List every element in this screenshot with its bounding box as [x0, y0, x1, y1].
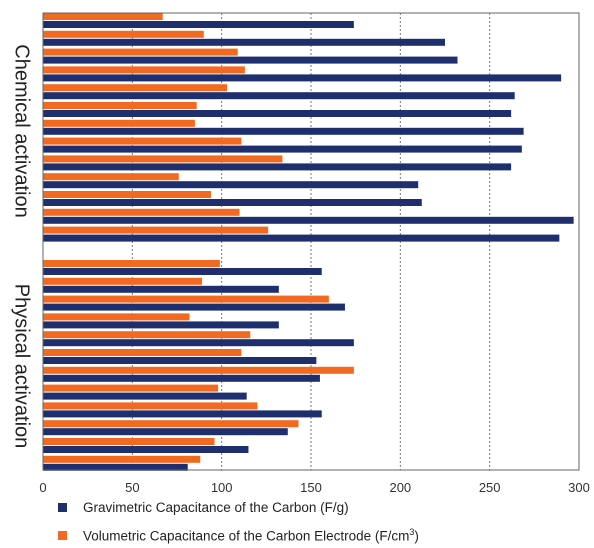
bar-volumetric-0-6	[43, 119, 195, 127]
bar-volumetric-1-7	[43, 384, 219, 392]
x-tick-label-300: 300	[568, 480, 590, 495]
bar-gravimetric-0-1	[43, 38, 445, 46]
bar-volumetric-1-4	[43, 331, 251, 339]
labels: 0 50 100 150 200 250 300 Chemical activation Phy…	[11, 44, 590, 495]
bar-gravimetric-0-12	[43, 234, 560, 242]
bar-volumetric-0-3	[43, 66, 245, 74]
x-tick-label-150: 150	[300, 480, 322, 495]
bar-volumetric-1-3	[43, 313, 190, 321]
bar-volumetric-0-9	[43, 173, 179, 181]
bar-gravimetric-1-1	[43, 285, 279, 293]
bar-volumetric-0-5	[43, 102, 197, 109]
bar-volumetric-1-0	[43, 260, 220, 267]
bar-volumetric-1-11	[43, 455, 201, 463]
bar-gravimetric-0-4	[43, 92, 515, 100]
bar-volumetric-0-8	[43, 155, 283, 163]
bar-volumetric-1-8	[43, 402, 258, 410]
x-tick-label-250: 250	[479, 480, 501, 495]
bar-volumetric-0-10	[43, 191, 211, 198]
bar-volumetric-1-1	[43, 277, 203, 285]
legend-label-gravimetric: Gravimetric Capacitance of the Carbon (F…	[83, 500, 349, 515]
bar-volumetric-0-11	[43, 208, 240, 216]
bar-gravimetric-1-6	[43, 374, 320, 382]
bar-gravimetric-1-0	[43, 268, 322, 275]
bar-volumetric-0-4	[43, 84, 228, 92]
legend-swatch-gravimetric	[58, 503, 67, 512]
axes	[42, 12, 580, 471]
chart: 0 50 100 150 200 250 300 Chemical activation Phy…	[11, 12, 590, 495]
x-tick-label-50: 50	[125, 480, 139, 495]
legend-label-volumetric: Volumetric Capacitance of the Carbon Ele…	[83, 527, 419, 544]
legend-label-volumetric-suffix: )	[414, 528, 419, 544]
x-tick-label-100: 100	[211, 480, 233, 495]
plot-frame	[42, 12, 580, 471]
bar-volumetric-1-2	[43, 295, 329, 303]
bar-gravimetric-1-4	[43, 339, 354, 347]
bar-volumetric-0-1	[43, 30, 204, 38]
bar-volumetric-1-10	[43, 438, 215, 445]
bar-volumetric-1-6	[43, 366, 354, 374]
bar-gravimetric-0-8	[43, 163, 512, 171]
bar-gravimetric-1-9	[43, 428, 288, 436]
legend-label-volumetric-text: Volumetric Capacitance of the Carbon Ele…	[83, 528, 410, 544]
bar-gravimetric-1-7	[43, 392, 247, 400]
legend-label-volumetric-superscript: 3	[409, 527, 415, 537]
bar-volumetric-0-12	[43, 226, 269, 234]
bar-gravimetric-1-2	[43, 303, 345, 311]
bar-gravimetric-0-11	[43, 216, 574, 224]
bar-gravimetric-0-0	[43, 21, 354, 28]
x-tick-label-0: 0	[39, 480, 46, 495]
bar-gravimetric-0-9	[43, 181, 419, 189]
legend-item-volumetric: Volumetric Capacitance of the Carbon Ele…	[58, 527, 419, 544]
bar-gravimetric-1-8	[43, 410, 322, 418]
bar-gravimetric-1-10	[43, 446, 249, 453]
bar-gravimetric-0-2	[43, 56, 458, 64]
bar-volumetric-0-0	[43, 13, 163, 20]
legend-swatch-volumetric	[58, 530, 67, 540]
bar-gravimetric-0-3	[43, 74, 562, 82]
bar-gravimetric-1-11	[43, 463, 188, 471]
bar-volumetric-1-5	[43, 349, 242, 356]
bar-gravimetric-0-6	[43, 127, 524, 135]
bar-volumetric-0-2	[43, 48, 238, 56]
bar-gravimetric-0-5	[43, 110, 512, 117]
bar-gravimetric-1-3	[43, 321, 279, 329]
bar-gravimetric-0-10	[43, 199, 422, 206]
bar-gravimetric-1-5	[43, 357, 317, 364]
group-label-1: Physical activation	[11, 284, 33, 449]
x-tick-label-200: 200	[389, 480, 411, 495]
group-label-0: Chemical activation	[11, 44, 33, 217]
legend-item-gravimetric: Gravimetric Capacitance of the Carbon (F…	[58, 500, 349, 515]
bars	[43, 13, 574, 471]
bar-gravimetric-0-7	[43, 145, 522, 153]
bar-volumetric-0-7	[43, 137, 242, 145]
bar-volumetric-1-9	[43, 420, 299, 428]
